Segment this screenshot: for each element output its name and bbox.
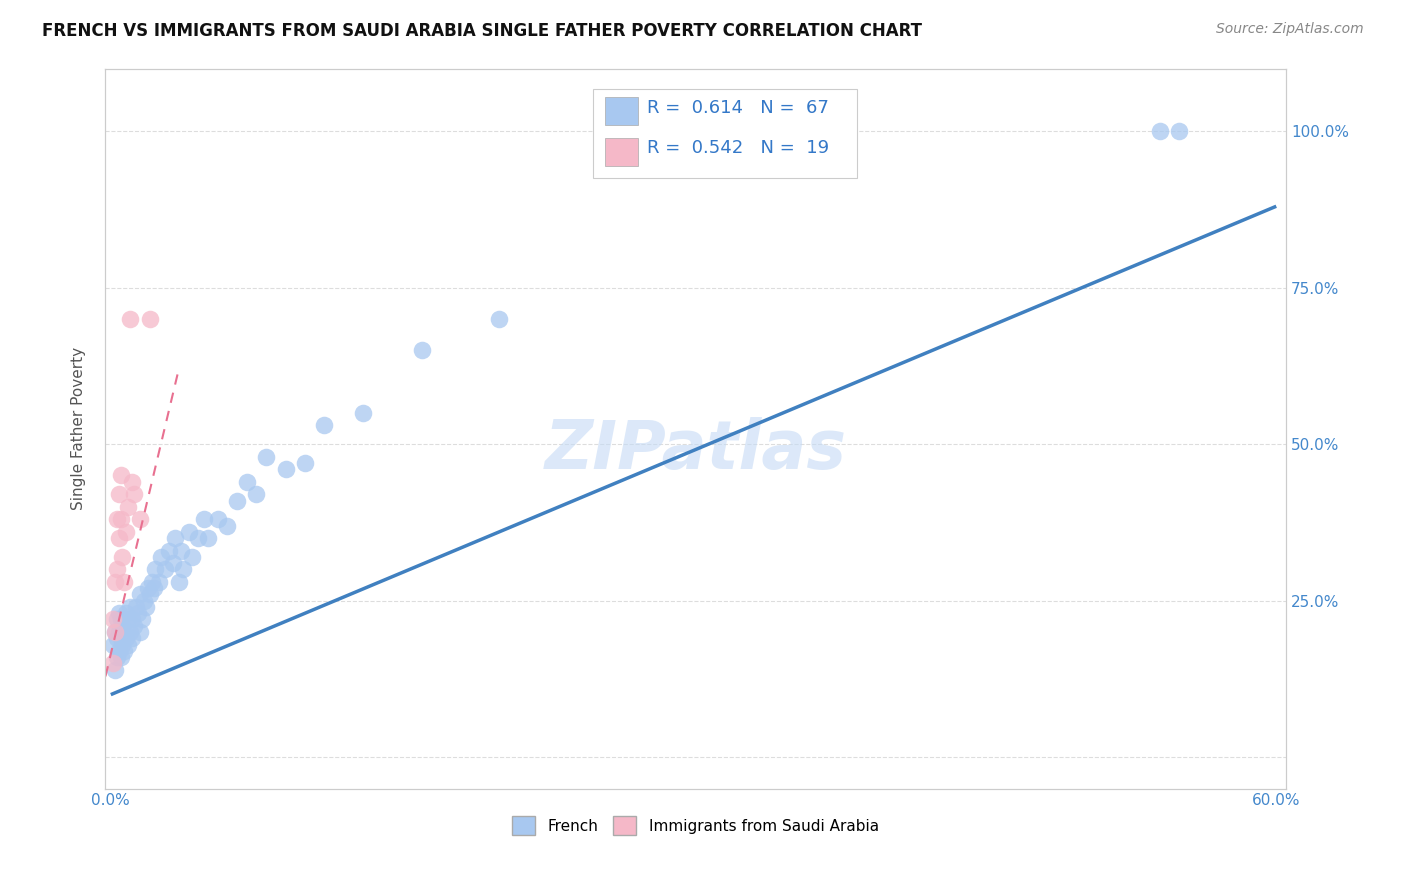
Point (107, 531, 129, 545)
Point (131, 612, 153, 626)
Point (145, 562, 167, 576)
Point (120, 625, 142, 640)
Point (121, 475, 143, 489)
Point (254, 450, 277, 464)
Point (105, 512, 128, 526)
Point (157, 543, 180, 558)
Point (110, 468, 132, 483)
Point (761, 124, 783, 138)
Point (187, 531, 209, 545)
Point (488, 312, 510, 326)
Point (170, 543, 193, 558)
Point (115, 632, 138, 646)
Point (107, 606, 129, 620)
Point (153, 562, 176, 576)
Point (142, 581, 165, 595)
Point (172, 562, 194, 576)
Point (1168, 124, 1191, 138)
Point (136, 581, 159, 595)
Point (411, 343, 433, 358)
Point (104, 574, 127, 589)
Point (104, 663, 127, 677)
Point (121, 632, 143, 646)
Point (120, 599, 142, 614)
Point (135, 599, 157, 614)
Point (111, 638, 134, 652)
Point (101, 657, 124, 671)
Point (105, 650, 128, 665)
Point (162, 556, 184, 570)
Point (1149, 124, 1171, 138)
Point (138, 587, 160, 601)
Point (107, 487, 129, 501)
Point (129, 512, 152, 526)
Point (105, 562, 128, 576)
Point (117, 612, 139, 626)
Text: FRENCH VS IMMIGRANTS FROM SAUDI ARABIA SINGLE FATHER POVERTY CORRELATION CHART: FRENCH VS IMMIGRANTS FROM SAUDI ARABIA S… (42, 22, 922, 40)
Point (111, 619, 134, 633)
Point (181, 549, 204, 564)
Point (274, 462, 297, 476)
Point (127, 606, 149, 620)
Text: ZIPatlas: ZIPatlas (544, 417, 846, 483)
Y-axis label: Single Father Poverty: Single Father Poverty (72, 347, 86, 510)
Point (112, 574, 135, 589)
Point (148, 574, 170, 589)
Point (236, 475, 259, 489)
Point (197, 531, 219, 545)
Point (122, 487, 145, 501)
Point (104, 625, 127, 640)
Point (112, 625, 135, 640)
Point (110, 650, 132, 665)
Point (150, 549, 173, 564)
Point (112, 644, 135, 658)
Point (177, 524, 200, 539)
Point (163, 531, 186, 545)
Point (167, 574, 190, 589)
Point (129, 625, 152, 640)
FancyBboxPatch shape (605, 97, 637, 125)
Text: Source: ZipAtlas.com: Source: ZipAtlas.com (1216, 22, 1364, 37)
Point (245, 487, 267, 501)
Point (120, 312, 142, 326)
FancyBboxPatch shape (593, 88, 858, 178)
Point (105, 612, 128, 626)
Point (110, 632, 132, 646)
Point (294, 456, 316, 470)
Point (122, 619, 145, 633)
Text: R =  0.542   N =  19: R = 0.542 N = 19 (647, 139, 830, 157)
Point (105, 632, 128, 646)
Point (117, 500, 139, 514)
Point (193, 512, 215, 526)
Point (104, 625, 127, 640)
Point (314, 418, 336, 433)
Text: R =  0.614   N =  67: R = 0.614 N = 67 (647, 99, 830, 117)
Point (226, 493, 249, 508)
Point (111, 549, 134, 564)
Point (125, 599, 148, 614)
Point (129, 587, 152, 601)
Point (115, 524, 138, 539)
Point (352, 406, 374, 420)
Point (132, 593, 155, 607)
Point (107, 625, 129, 640)
Point (110, 512, 132, 526)
Legend: French, Immigrants from Saudi Arabia: French, Immigrants from Saudi Arabia (512, 816, 879, 835)
Point (207, 512, 229, 526)
Point (605, 124, 627, 138)
Point (107, 644, 129, 658)
Point (101, 638, 124, 652)
Point (110, 612, 132, 626)
FancyBboxPatch shape (605, 138, 637, 166)
Point (138, 312, 160, 326)
Point (117, 638, 139, 652)
Point (115, 606, 138, 620)
Point (101, 612, 124, 626)
Point (141, 574, 163, 589)
Point (217, 518, 239, 533)
Point (121, 612, 143, 626)
